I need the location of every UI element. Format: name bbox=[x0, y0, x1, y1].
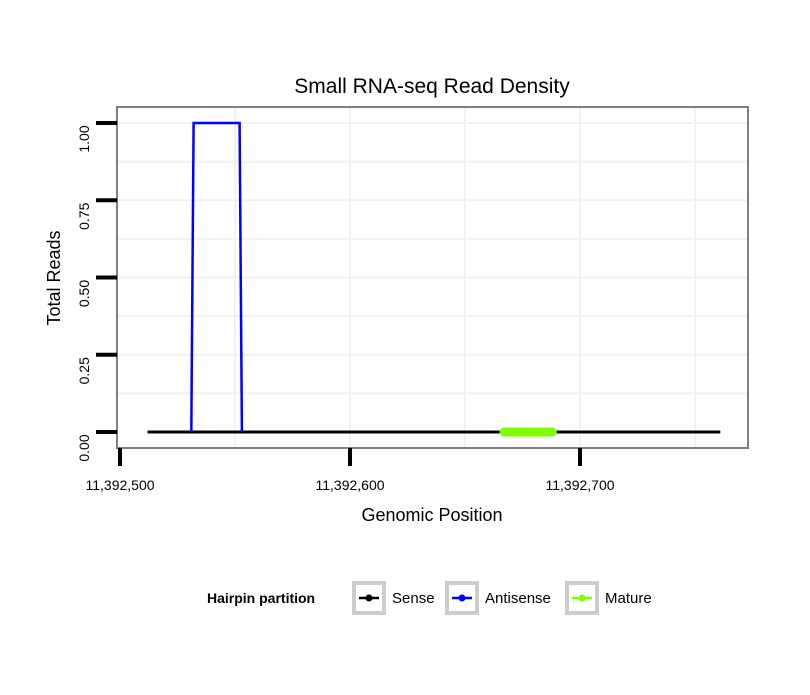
legend-label-mature: Mature bbox=[605, 590, 652, 607]
x-tick-label: 11,392,600 bbox=[315, 477, 384, 493]
y-tick-label: 0.25 bbox=[76, 357, 92, 384]
x-axis: 11,392,500 11,392,600 11,392,700 bbox=[85, 448, 615, 493]
legend-label-sense: Sense bbox=[392, 590, 435, 607]
y-tick-label: 0.75 bbox=[76, 202, 92, 229]
legend-label-antisense: Antisense bbox=[485, 590, 551, 607]
chart-title: Small RNA-seq Read Density bbox=[294, 75, 570, 98]
series-lines bbox=[147, 121, 721, 437]
legend-title: Hairpin partition bbox=[207, 590, 315, 606]
y-tick-label: 0.00 bbox=[76, 434, 92, 461]
series-line-antisense bbox=[190, 121, 244, 433]
x-axis-label: Genomic Position bbox=[361, 505, 502, 525]
y-tick-label: 1.00 bbox=[76, 125, 92, 152]
legend-key-point bbox=[458, 594, 466, 602]
y-axis-label: Total Reads bbox=[44, 230, 64, 325]
legend-key-point bbox=[365, 594, 373, 602]
x-tick-label: 11,392,500 bbox=[85, 477, 154, 493]
x-tick-label: 11,392,700 bbox=[545, 477, 614, 493]
y-axis: 0.00 0.25 0.50 0.75 1.00 bbox=[76, 121, 117, 462]
legend-key-point bbox=[578, 594, 586, 602]
legend: Hairpin partition Sense Antisense Mature bbox=[207, 581, 652, 615]
y-tick-label: 0.50 bbox=[76, 280, 92, 307]
grid-lines bbox=[118, 108, 747, 447]
